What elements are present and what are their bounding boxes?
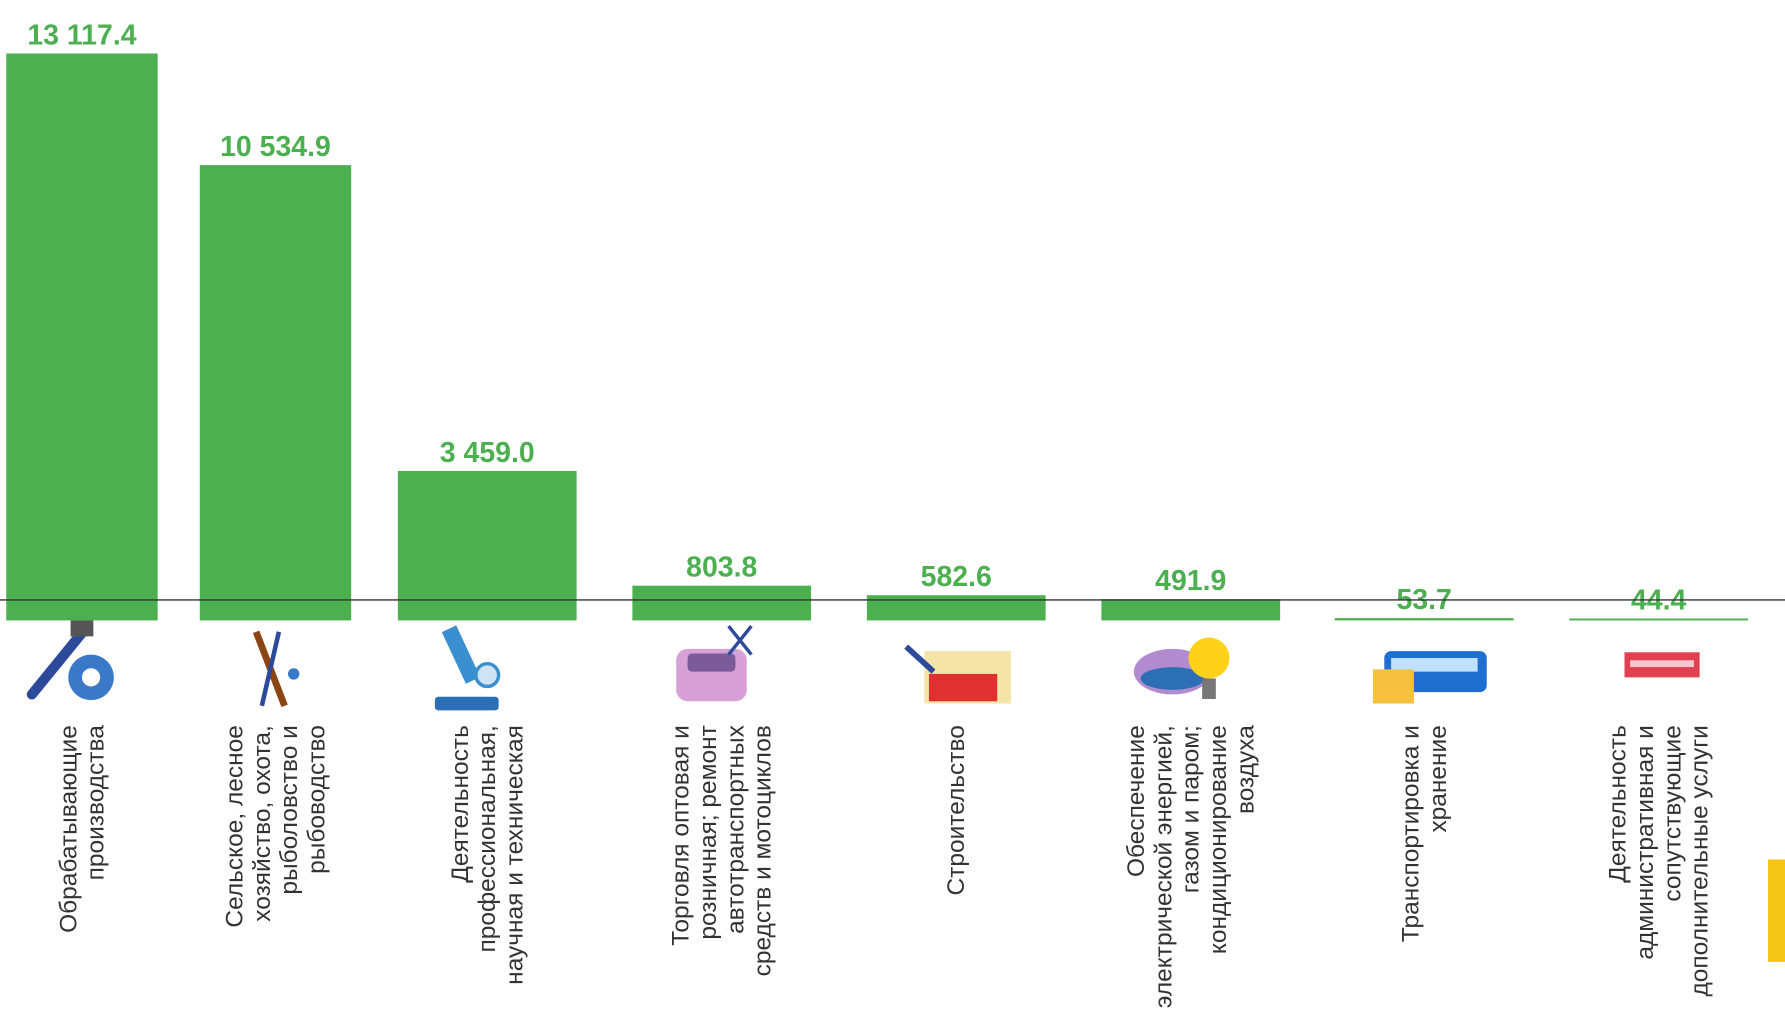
bar	[1101, 599, 1280, 620]
value-label: 3 459.0	[440, 437, 535, 469]
bar	[632, 586, 811, 621]
icon-trade	[676, 626, 751, 701]
bar	[200, 165, 351, 620]
category-label: Обрабатывающие производства	[55, 725, 110, 1010]
chart: 13 117.410 534.93 459.0803.8582.6491.953…	[0, 0, 1785, 1009]
value-label: 13 117.4	[27, 19, 136, 51]
bar	[398, 471, 577, 620]
value-label: 10 534.9	[220, 131, 331, 163]
category-icons	[32, 620, 1700, 710]
side-tab	[1768, 859, 1785, 961]
bar	[1335, 618, 1514, 620]
bar	[6, 54, 157, 621]
category-label: Обеспечение электрической энергией, газо…	[1122, 725, 1259, 1010]
bar	[1569, 619, 1748, 621]
icon-construction	[906, 647, 1011, 704]
icon-admin	[1624, 652, 1699, 677]
category-label: Деятельность профессиональная, научная и…	[446, 725, 528, 1010]
category-label: Деятельность административная и сопутств…	[1604, 725, 1713, 1010]
icon-transport	[1373, 651, 1487, 703]
category-label: Транспортировка и хранение	[1397, 725, 1452, 1010]
value-label: 491.9	[1155, 565, 1226, 597]
category-label: Торговля оптовая и розничная; ремонт авт…	[667, 725, 776, 1010]
category-label: Строительство	[943, 725, 970, 1010]
value-label: 803.8	[686, 552, 757, 584]
value-label: 582.6	[921, 561, 992, 593]
icon-energy	[1134, 638, 1230, 699]
icon-science	[435, 625, 499, 710]
icon-agriculture	[256, 632, 299, 706]
category-label: Сельское, лесное хозяйство, охота, рыбол…	[221, 725, 330, 1010]
icon-manufacturing	[32, 620, 114, 700]
bar	[867, 595, 1046, 620]
